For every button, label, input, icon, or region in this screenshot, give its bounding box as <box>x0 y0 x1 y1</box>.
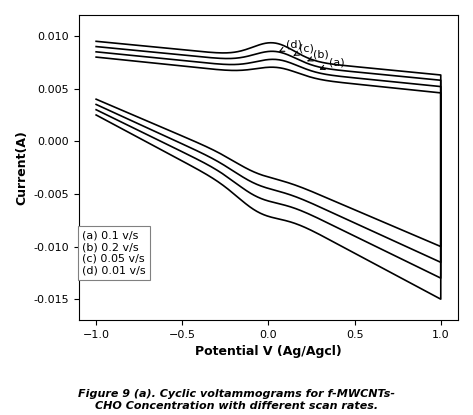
Text: (c): (c) <box>294 44 315 56</box>
Y-axis label: Current(A): Current(A) <box>15 130 28 205</box>
Text: (a) 0.1 v/s
(b) 0.2 v/s
(c) 0.05 v/s
(d) 0.01 v/s: (a) 0.1 v/s (b) 0.2 v/s (c) 0.05 v/s (d)… <box>82 231 146 276</box>
X-axis label: Potential V (Ag/Agcl): Potential V (Ag/Agcl) <box>195 346 342 359</box>
Text: Figure 9 (a). Cyclic voltammograms for f-MWCNTs-
CHO Concentration with differen: Figure 9 (a). Cyclic voltammograms for f… <box>78 389 395 411</box>
Text: (d): (d) <box>280 39 302 51</box>
Text: (b): (b) <box>308 50 329 61</box>
Text: (a): (a) <box>320 57 344 70</box>
